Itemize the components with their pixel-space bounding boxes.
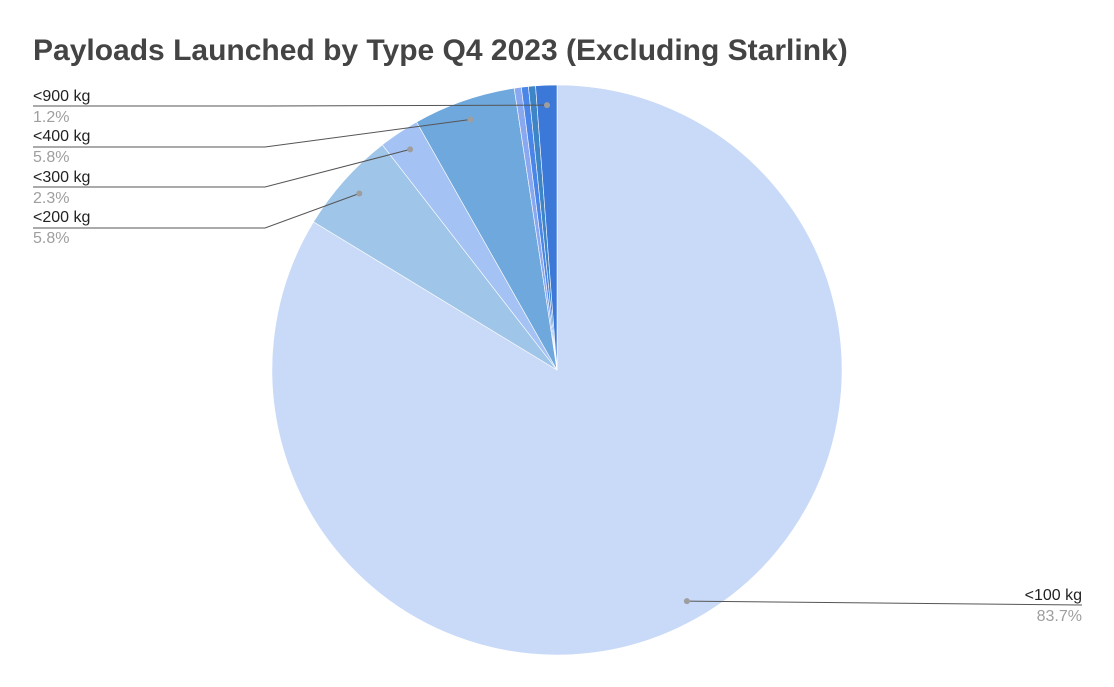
leader-line xyxy=(33,193,360,229)
slice-label: <100 kg xyxy=(1025,587,1082,604)
slice-percent-label: 5.8% xyxy=(33,149,69,166)
leader-line xyxy=(33,119,471,148)
leader-dot xyxy=(407,146,414,153)
slice-percent-label: 5.8% xyxy=(33,230,69,247)
leader-line xyxy=(33,148,411,188)
slice-label: <900 kg xyxy=(33,88,90,105)
slice-label: <400 kg xyxy=(33,128,90,145)
slice-percent-label: 2.3% xyxy=(33,190,69,207)
leader-line xyxy=(33,104,548,107)
pie-slice xyxy=(535,84,558,371)
leader-dot xyxy=(356,190,363,197)
leader-line xyxy=(686,600,1083,606)
pie-slices xyxy=(271,84,843,656)
slice-percent-label: 1.2% xyxy=(33,109,69,126)
leader-dot xyxy=(467,116,474,123)
slice-labels: <100 kg 83.7% <200 kg 5.8% <300 kg 2.3% <400 k… xyxy=(33,88,1083,625)
slice-label: <200 kg xyxy=(33,209,90,226)
leader-dot xyxy=(683,598,690,605)
leader-dot xyxy=(544,102,550,109)
chart-title: Payloads Launched by Type Q4 2023 (Exclu… xyxy=(33,34,848,67)
slice-label: <300 kg xyxy=(33,169,90,186)
slice-percent-label: 83.7% xyxy=(1037,608,1082,625)
